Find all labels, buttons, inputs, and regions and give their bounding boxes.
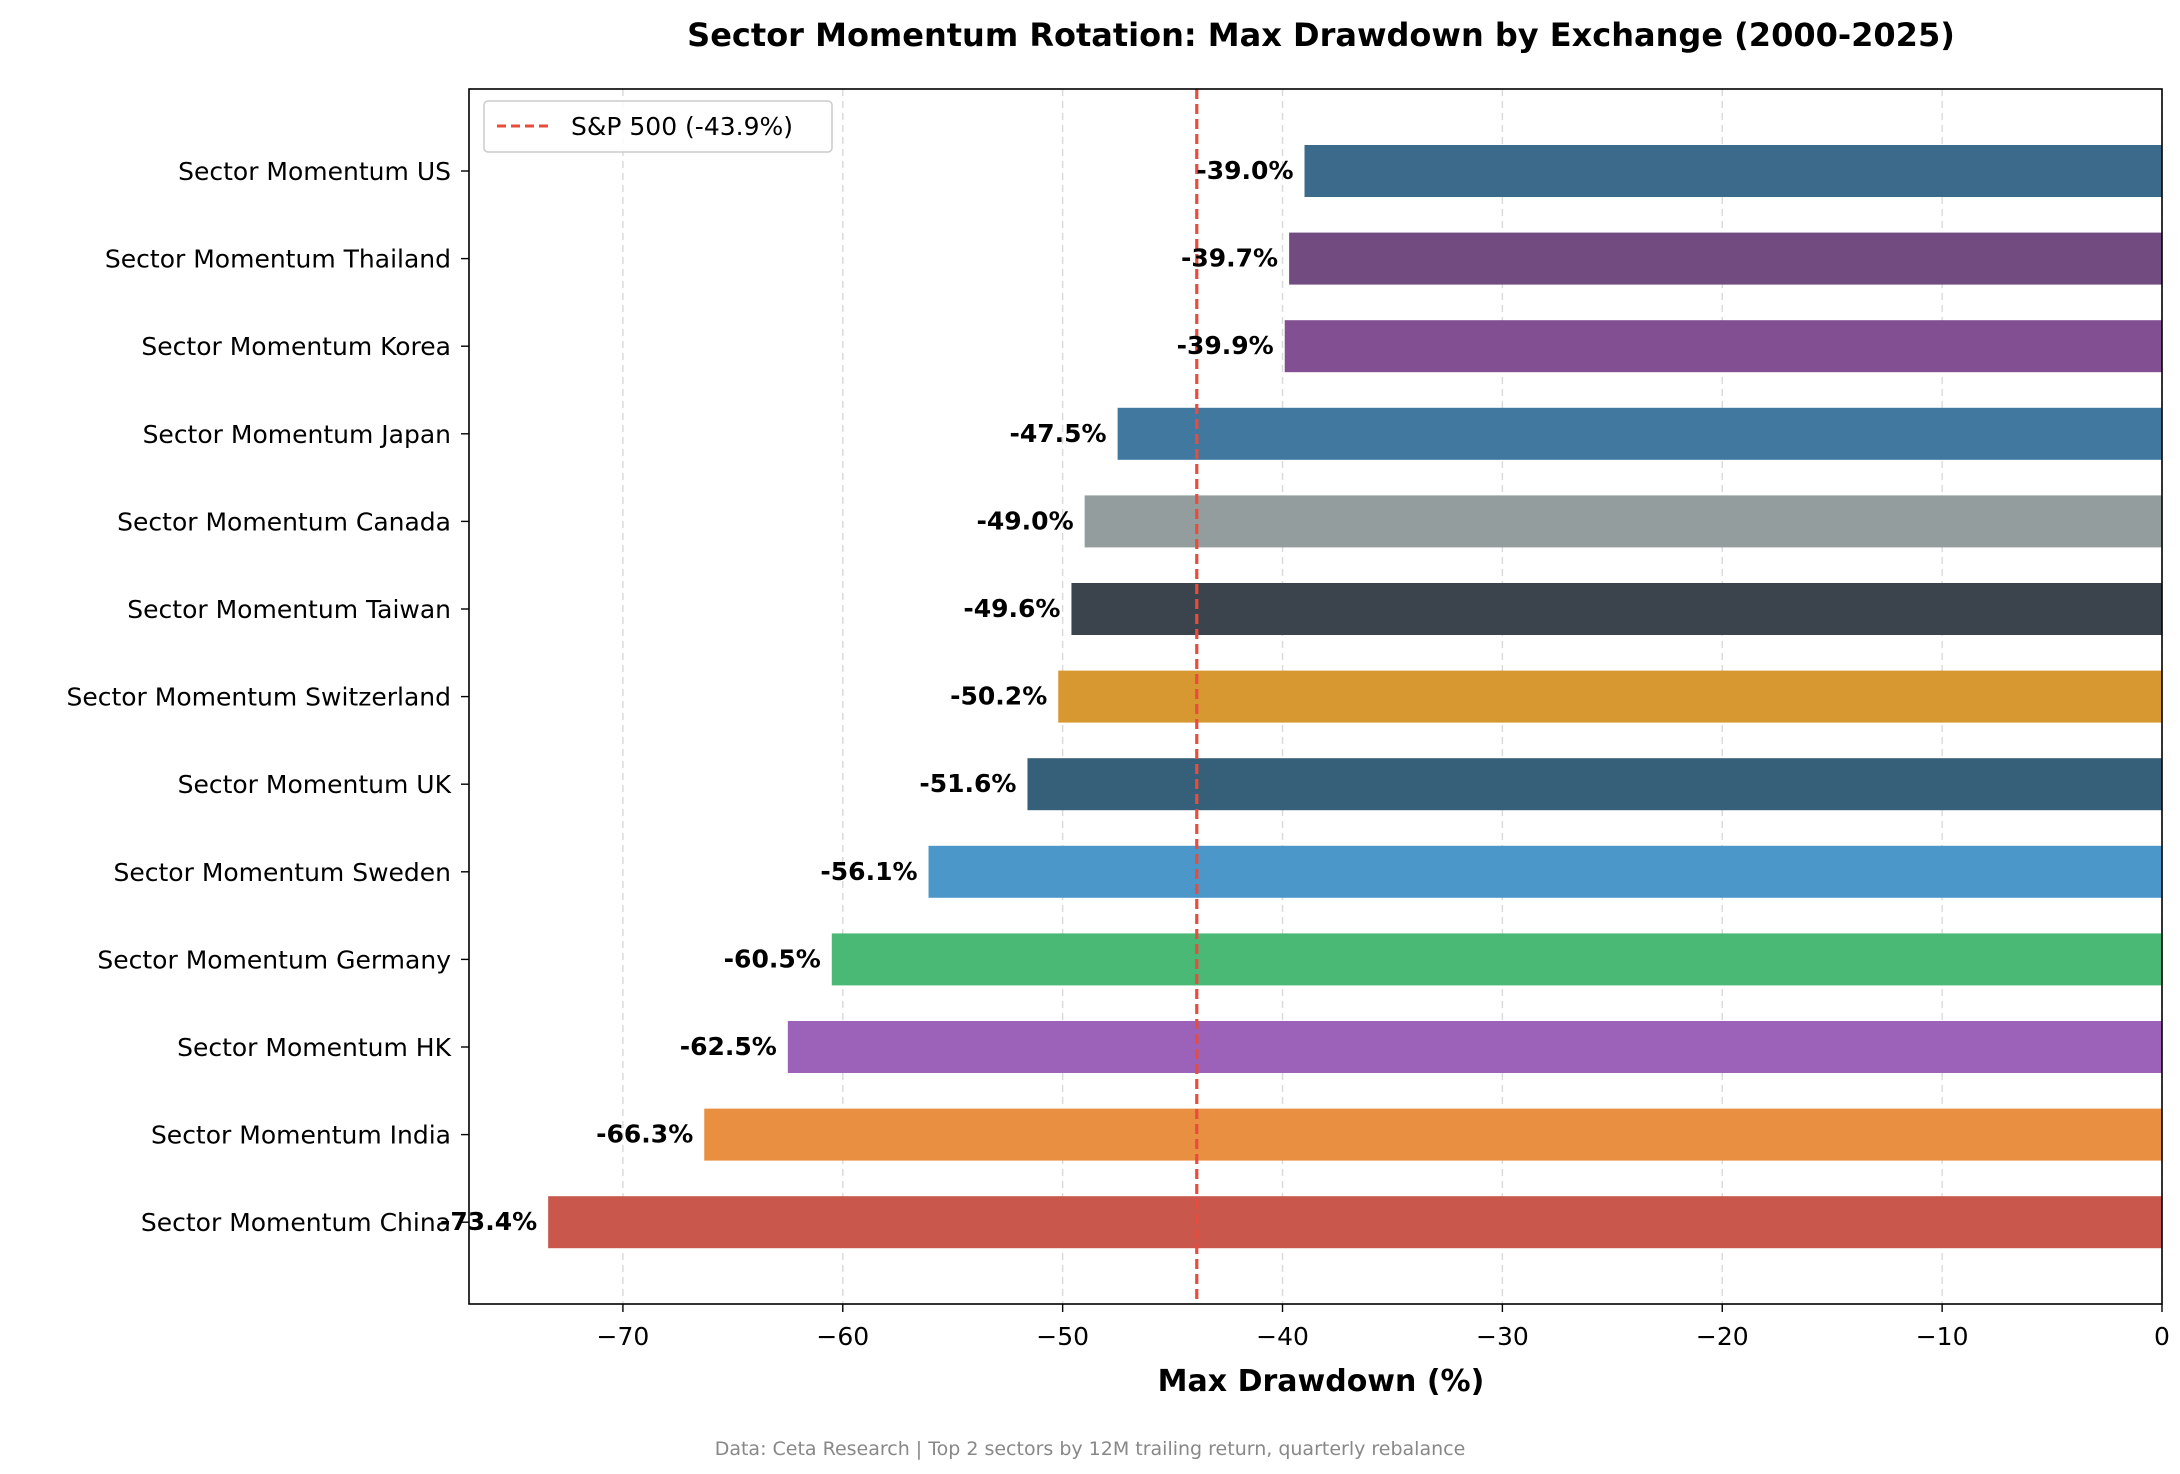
y-tick-label: Sector Momentum Germany [97,945,451,974]
x-tick-label: 0 [2154,1322,2170,1351]
x-tick-label: −60 [816,1322,869,1351]
x-tick-label: −30 [1476,1322,1529,1351]
data-label: -51.6% [919,769,1016,798]
y-tick-label: Sector Momentum China [141,1208,451,1237]
data-label: -47.5% [1010,419,1107,448]
bar [1304,145,2162,197]
bar [1117,407,2162,460]
x-tick-label: −20 [1696,1322,1749,1351]
bar [1071,583,2162,635]
bar [1289,232,2162,285]
bar [1027,758,2162,811]
x-tick-label: −10 [1916,1322,1969,1351]
data-label: -39.0% [1196,156,1293,185]
y-tick-label: Sector Momentum Korea [141,332,451,361]
data-label: -49.6% [963,594,1060,623]
y-tick-label: Sector Momentum Switzerland [66,683,451,712]
data-label: -39.9% [1177,331,1274,360]
x-tick-label: −40 [1256,1322,1309,1351]
bar [1084,495,2162,548]
y-tick-label: Sector Momentum Sweden [114,858,452,887]
y-tick-label: Sector Momentum Taiwan [127,595,451,624]
footnote: Data: Ceta Research | Top 2 sectors by 1… [715,1438,1466,1460]
data-label: -73.4% [440,1207,537,1236]
y-tick-label: Sector Momentum Thailand [105,245,451,274]
legend-entry-sp500: S&P 500 (-43.9%) [571,112,793,141]
x-tick-label: −50 [1036,1322,1089,1351]
y-tick-label: Sector Momentum Japan [143,420,451,449]
x-axis-title: Max Drawdown (%) [1158,1364,1485,1399]
y-tick-label: Sector Momentum UK [178,770,452,799]
y-tick-label: Sector Momentum HK [177,1033,452,1062]
bar [704,1108,2163,1161]
data-label: -39.7% [1181,244,1278,273]
data-label: -60.5% [724,944,821,973]
y-tick-label: Sector Momentum Canada [117,507,451,536]
bar [1284,320,2162,373]
bars [548,145,2163,1249]
chart-title: Sector Momentum Rotation: Max Drawdown b… [687,16,1955,54]
bar [548,1196,2162,1249]
data-label: -50.2% [950,682,1047,711]
x-tick-label: −70 [597,1322,650,1351]
data-label: -49.0% [977,506,1074,535]
data-label: -56.1% [820,857,917,886]
bar [928,845,2162,898]
data-label: -66.3% [596,1120,693,1149]
x-axis: −70 −60 −50 −40 −30 −20 −10 0 [597,1304,2170,1351]
bar [1058,670,2162,723]
legend-box [483,100,833,153]
data-label: -62.5% [680,1032,777,1061]
data-labels: -39.0% -39.7% -39.9% -47.5% -49.0% -49.6% -50.… [440,156,1293,1236]
y-tick-label: Sector Momentum US [178,157,451,186]
bar [831,933,2163,986]
bar [787,1021,2162,1073]
y-tick-label: Sector Momentum India [151,1121,451,1150]
y-axis: Sector Momentum US Sector Momentum Thaila… [66,157,469,1237]
legend: S&P 500 (-43.9%) [483,100,833,153]
